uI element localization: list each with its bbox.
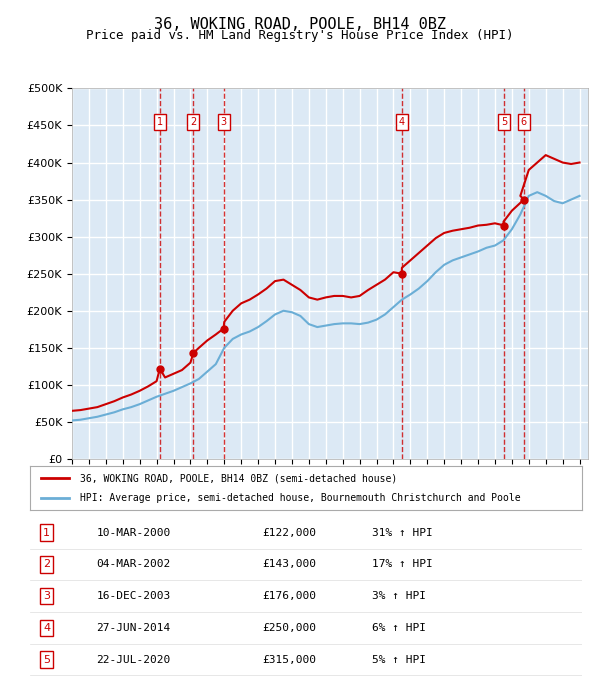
Text: £122,000: £122,000 <box>262 528 316 538</box>
Text: 31% ↑ HPI: 31% ↑ HPI <box>372 528 433 538</box>
Text: 16-DEC-2003: 16-DEC-2003 <box>96 591 170 601</box>
Text: 10-MAR-2000: 10-MAR-2000 <box>96 528 170 538</box>
Text: HPI: Average price, semi-detached house, Bournemouth Christchurch and Poole: HPI: Average price, semi-detached house,… <box>80 492 520 503</box>
Text: £250,000: £250,000 <box>262 623 316 633</box>
Text: 2: 2 <box>43 560 50 569</box>
Text: 04-MAR-2002: 04-MAR-2002 <box>96 560 170 569</box>
Text: £315,000: £315,000 <box>262 655 316 664</box>
Text: 17% ↑ HPI: 17% ↑ HPI <box>372 560 433 569</box>
Text: 5% ↑ HPI: 5% ↑ HPI <box>372 655 426 664</box>
Text: £176,000: £176,000 <box>262 591 316 601</box>
Text: 3% ↑ HPI: 3% ↑ HPI <box>372 591 426 601</box>
Text: 27-JUN-2014: 27-JUN-2014 <box>96 623 170 633</box>
Text: 3: 3 <box>221 117 227 126</box>
Text: 36, WOKING ROAD, POOLE, BH14 0BZ: 36, WOKING ROAD, POOLE, BH14 0BZ <box>154 17 446 32</box>
Text: 36, WOKING ROAD, POOLE, BH14 0BZ (semi-detached house): 36, WOKING ROAD, POOLE, BH14 0BZ (semi-d… <box>80 473 397 483</box>
Text: 6: 6 <box>521 117 527 126</box>
Text: 1: 1 <box>43 528 50 538</box>
Text: 5: 5 <box>43 655 50 664</box>
Text: 1: 1 <box>157 117 163 126</box>
Text: 4: 4 <box>43 623 50 633</box>
Text: 3: 3 <box>43 591 50 601</box>
Text: £143,000: £143,000 <box>262 560 316 569</box>
Text: 22-JUL-2020: 22-JUL-2020 <box>96 655 170 664</box>
Text: Price paid vs. HM Land Registry's House Price Index (HPI): Price paid vs. HM Land Registry's House … <box>86 29 514 42</box>
Text: 5: 5 <box>501 117 508 126</box>
Text: 2: 2 <box>190 117 196 126</box>
Text: 4: 4 <box>398 117 405 126</box>
Text: 6% ↑ HPI: 6% ↑ HPI <box>372 623 426 633</box>
